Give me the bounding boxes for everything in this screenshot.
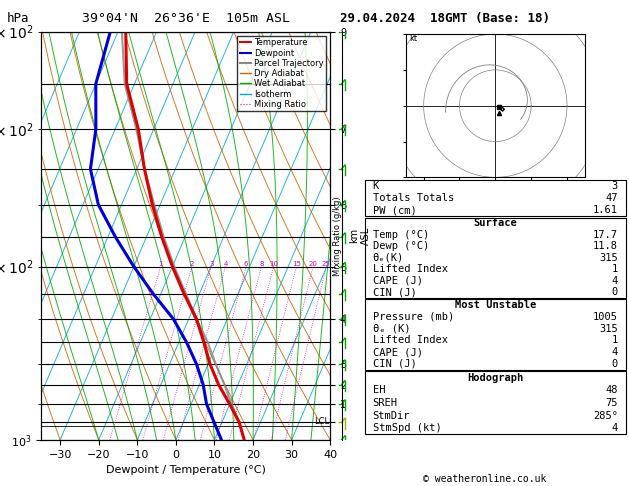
Text: 4: 4 [223, 260, 228, 267]
Text: StmSpd (kt): StmSpd (kt) [372, 423, 442, 433]
Text: © weatheronline.co.uk: © weatheronline.co.uk [423, 473, 546, 484]
Text: 39°04'N  26°36'E  105m ASL: 39°04'N 26°36'E 105m ASL [82, 12, 290, 25]
Text: PW (cm): PW (cm) [372, 205, 416, 215]
Text: CAPE (J): CAPE (J) [372, 276, 423, 286]
Text: 15: 15 [292, 260, 301, 267]
Text: 6: 6 [244, 260, 248, 267]
Text: Lifted Index: Lifted Index [372, 264, 448, 274]
Text: 25: 25 [322, 260, 331, 267]
Text: CAPE (J): CAPE (J) [372, 347, 423, 357]
Text: 17.7: 17.7 [593, 230, 618, 240]
Text: 1005: 1005 [593, 312, 618, 322]
Text: 4: 4 [612, 347, 618, 357]
Text: Most Unstable: Most Unstable [455, 300, 536, 310]
Text: 1.61: 1.61 [593, 205, 618, 215]
Text: 75: 75 [606, 398, 618, 408]
Text: 1: 1 [159, 260, 163, 267]
Text: 4: 4 [612, 423, 618, 433]
Text: hPa: hPa [6, 12, 29, 25]
Text: 20: 20 [309, 260, 318, 267]
Text: θₑ (K): θₑ (K) [372, 324, 410, 334]
Text: 0: 0 [612, 287, 618, 297]
Text: 3: 3 [209, 260, 213, 267]
Text: CIN (J): CIN (J) [372, 287, 416, 297]
Legend: Temperature, Dewpoint, Parcel Trajectory, Dry Adiabat, Wet Adiabat, Isotherm, Mi: Temperature, Dewpoint, Parcel Trajectory… [237, 36, 326, 111]
Text: 10: 10 [269, 260, 278, 267]
X-axis label: Dewpoint / Temperature (°C): Dewpoint / Temperature (°C) [106, 465, 265, 475]
Text: 47: 47 [606, 193, 618, 203]
Text: 8: 8 [259, 260, 264, 267]
Text: 29.04.2024  18GMT (Base: 18): 29.04.2024 18GMT (Base: 18) [340, 12, 550, 25]
Text: 4: 4 [612, 276, 618, 286]
Text: Hodograph: Hodograph [467, 373, 523, 382]
Text: StmDir: StmDir [372, 411, 410, 420]
Text: K: K [372, 181, 379, 191]
Text: 315: 315 [599, 324, 618, 334]
Text: θₑ(K): θₑ(K) [372, 253, 404, 263]
Y-axis label: km
ASL: km ASL [349, 226, 370, 245]
Text: Pressure (mb): Pressure (mb) [372, 312, 454, 322]
Text: Surface: Surface [474, 218, 517, 228]
Text: 2: 2 [190, 260, 194, 267]
Text: 315: 315 [599, 253, 618, 263]
Text: 285°: 285° [593, 411, 618, 420]
Text: SREH: SREH [372, 398, 398, 408]
Text: Mixing Ratio (g/kg): Mixing Ratio (g/kg) [333, 196, 342, 276]
Text: EH: EH [372, 385, 385, 395]
Text: 3: 3 [612, 181, 618, 191]
Text: 48: 48 [606, 385, 618, 395]
Text: LCL: LCL [314, 417, 329, 426]
Text: kt: kt [409, 34, 418, 43]
Text: Lifted Index: Lifted Index [372, 335, 448, 346]
Text: Dewp (°C): Dewp (°C) [372, 242, 429, 251]
Text: 11.8: 11.8 [593, 242, 618, 251]
Text: CIN (J): CIN (J) [372, 359, 416, 369]
Text: 1: 1 [612, 264, 618, 274]
Text: 0: 0 [612, 359, 618, 369]
Text: 1: 1 [612, 335, 618, 346]
Text: Totals Totals: Totals Totals [372, 193, 454, 203]
Text: Temp (°C): Temp (°C) [372, 230, 429, 240]
